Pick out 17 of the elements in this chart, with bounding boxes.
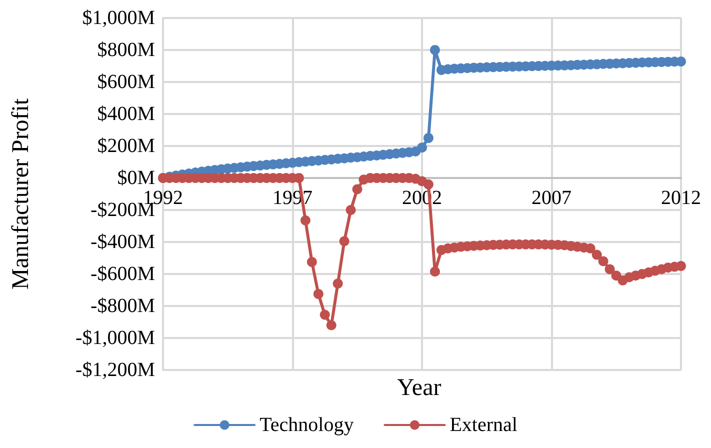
y-tick-label: -$600M [90,263,156,285]
y-tick-label: $800M [97,39,156,61]
y-tick-label: -$1,200M [76,359,156,381]
y-tick-label: $0M [117,167,156,189]
y-axis-title: Manufacturer Profit [8,98,34,290]
y-tick-label: -$400M [90,231,156,253]
x-tick-label: 2007 [532,187,572,209]
y-tick-label: -$800M [90,295,156,317]
y-tick-label: -$1,000M [76,327,156,349]
x-axis-title: Year [397,375,442,401]
y-tick-label: $1,000M [82,7,156,29]
y-tick-label: $400M [97,103,156,125]
x-tick-label: 2012 [661,187,701,209]
y-tick-label: $600M [97,71,156,93]
y-tick-label: $200M [97,135,156,157]
legend-label: Technology [260,414,354,436]
legend-label: External [450,414,518,436]
